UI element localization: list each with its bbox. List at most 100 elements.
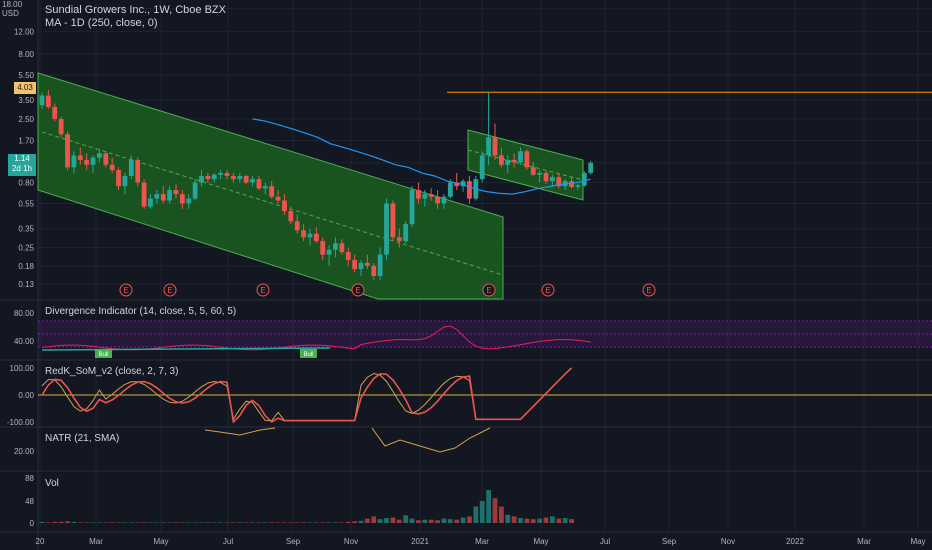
candle-body-60	[422, 194, 428, 199]
volume-bar-73	[505, 514, 511, 523]
candle-30	[231, 172, 236, 183]
volume-bar-70	[486, 490, 491, 523]
candle-body-7	[84, 159, 90, 165]
candle-body-10	[103, 153, 109, 165]
candle-33	[250, 175, 255, 187]
bull-label-bg-1	[300, 349, 317, 358]
price-tick-8: 0.80	[18, 179, 34, 188]
candle-body-0	[39, 95, 45, 106]
volume-bar-79	[543, 517, 549, 523]
earnings-marker-5[interactable]: E	[541, 283, 555, 297]
volume-bar-48	[345, 521, 351, 523]
volume-bar-72	[498, 506, 504, 523]
candle-body-51	[364, 262, 370, 266]
volume-bar-61	[428, 519, 434, 523]
candle-body-63	[441, 196, 447, 204]
som-tick-1: 0.00	[18, 391, 34, 400]
earnings-marker-2[interactable]: E	[256, 283, 270, 297]
volume-bar-28	[218, 522, 224, 523]
candle-body-20	[167, 189, 172, 201]
candle-52	[371, 262, 377, 280]
time-tick-12: 2022	[786, 537, 804, 546]
volume-tick-2: 0	[30, 519, 35, 528]
candle-body-47	[339, 243, 345, 253]
candle-50	[358, 259, 364, 277]
earnings-marker-0[interactable]: E	[119, 283, 133, 297]
candle-79	[543, 170, 549, 184]
earnings-label-5: E	[545, 286, 550, 295]
volume-bar-68	[473, 506, 479, 523]
volume-bar-5	[71, 521, 77, 523]
volume-bar-6	[77, 522, 83, 523]
candle-81	[556, 172, 562, 189]
vol-legend[interactable]: Vol	[45, 478, 59, 489]
earnings-circle-0	[119, 283, 133, 297]
candle-body-3	[58, 118, 64, 135]
candle-body-6	[77, 155, 83, 160]
candle-10	[103, 151, 109, 168]
earnings-marker-4[interactable]: E	[482, 283, 496, 297]
volume-bar-33	[250, 522, 255, 523]
volume-bar-37	[275, 522, 281, 523]
candle-63	[441, 194, 447, 209]
candle-15	[135, 157, 141, 187]
candle-61	[428, 188, 434, 201]
volume-bar-3	[58, 521, 64, 523]
volume-tick-1: 48	[25, 497, 34, 506]
som-main-line	[41, 367, 573, 424]
candle-19	[160, 186, 166, 204]
price-axis[interactable]: 12.00 8.00 5.50 3.50 2.50 1.70 0.80 0.55 0.35 0.2…	[7, 27, 35, 528]
volume-bar-41	[301, 522, 306, 523]
candle-51	[364, 254, 370, 270]
candle-17	[148, 194, 153, 209]
time-tick-1: Mar	[89, 537, 103, 546]
candle-57	[403, 221, 409, 244]
natr-legend[interactable]: NATR (21, SMA)	[45, 433, 120, 444]
ma-legend[interactable]: MA - 1D (250, close, 0)	[45, 17, 158, 29]
candle-67	[467, 175, 472, 204]
candle-body-22	[179, 194, 185, 204]
candle-body-35	[262, 186, 268, 189]
earnings-marker-3[interactable]: E	[351, 283, 365, 297]
volume-bar-57	[403, 515, 409, 523]
candle-77	[530, 162, 536, 176]
volume-bar-43	[313, 522, 319, 523]
earnings-circle-5	[541, 283, 555, 297]
volume-bar-83	[569, 519, 574, 523]
som-legend[interactable]: RedK_SoM_v2 (close, 2, 7, 3)	[45, 366, 179, 377]
time-axis[interactable]: 20 Mar May Jul Sep Nov 2021 Mar May Jul Sep Nov 2022…	[36, 537, 926, 546]
natr-line-1	[204, 427, 276, 436]
candle-47	[339, 239, 345, 255]
volume-bar-14	[128, 522, 134, 523]
volume-bar-50	[358, 520, 364, 523]
ma-250-line	[252, 118, 591, 195]
volume-bar-7	[84, 522, 90, 523]
time-tick-10: Sep	[662, 537, 677, 546]
earnings-marker-6[interactable]: E	[642, 283, 656, 297]
candle-body-23	[186, 198, 192, 204]
volume-bar-66	[460, 517, 466, 523]
candle-40	[294, 214, 300, 234]
earnings-marker-1[interactable]: E	[163, 283, 177, 297]
axis-top-tick: 18.00	[2, 0, 23, 9]
volume-bar-29	[224, 522, 230, 523]
divergence-legend[interactable]: Divergence Indicator (14, close, 5, 5, 6…	[45, 306, 237, 317]
candle-body-31	[237, 175, 243, 180]
time-tick-5: Nov	[344, 537, 358, 546]
candle-28	[218, 170, 224, 180]
symbol-title[interactable]: Sundial Growers Inc., 1W, Cboe BZX	[45, 4, 226, 16]
candle-body-28	[218, 172, 224, 175]
candle-34	[256, 175, 262, 190]
price-tick-13: 0.13	[18, 280, 34, 289]
candle-body-21	[173, 189, 179, 195]
earnings-circle-4	[482, 283, 496, 297]
candle-body-24	[192, 182, 198, 199]
candle-39	[288, 206, 294, 225]
candle-body-77	[530, 167, 536, 175]
volume-bar-8	[90, 522, 96, 523]
som-tick-2: -100.00	[7, 418, 35, 427]
volume-bar-34	[256, 522, 262, 523]
